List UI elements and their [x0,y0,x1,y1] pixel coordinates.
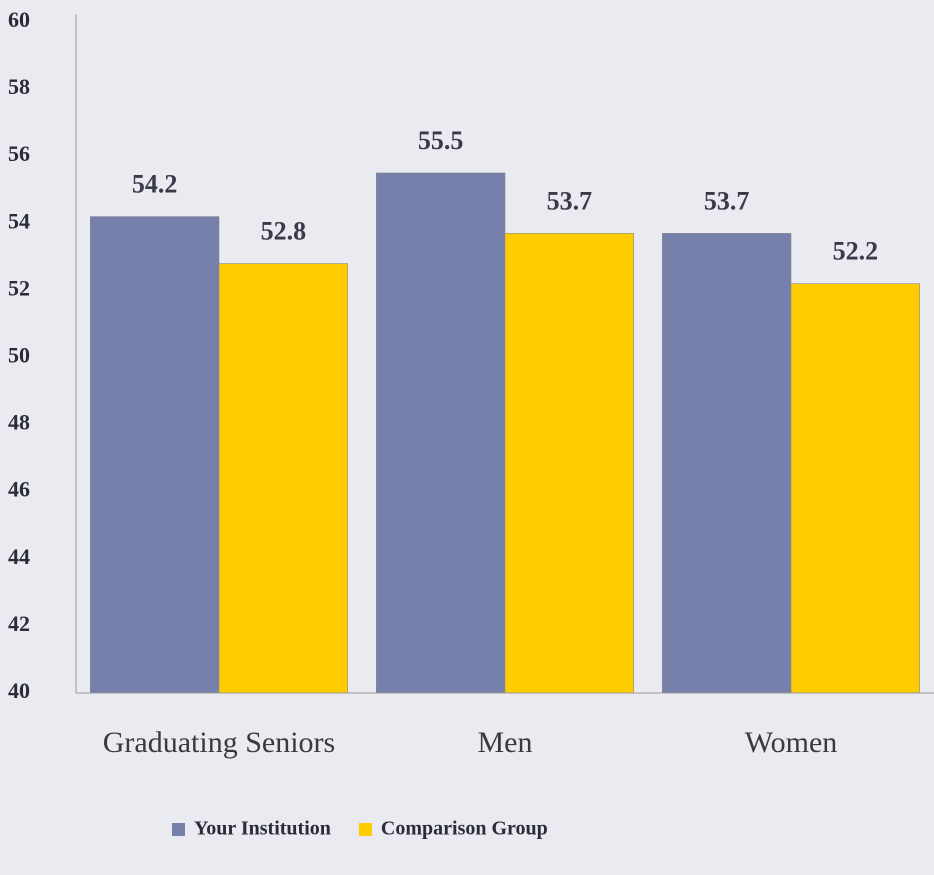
bar [218,263,348,694]
legend-swatch [358,823,372,836]
y-tick-label: 52 [8,275,30,300]
data-label: 54.2 [132,170,178,199]
x-tick-label: Graduating Seniors [103,726,335,759]
data-label: 55.5 [418,126,464,155]
y-tick-label: 60 [8,7,30,32]
x-tick-label: Women [745,726,838,759]
data-label: 52.8 [261,217,307,246]
y-tick-label: 46 [8,477,30,502]
data-label: 52.2 [833,237,879,266]
bar [790,283,920,694]
y-tick-label: 54 [8,208,30,233]
y-tick-label: 42 [8,611,30,636]
y-tick-label: 50 [8,343,30,368]
legend-label: Your Institution [194,818,331,840]
y-tick-label: 40 [8,678,30,703]
bar [504,233,634,694]
legend-label: Comparison Group [381,818,548,840]
legend-swatch [172,823,185,836]
y-tick-label: 56 [8,141,30,166]
bar [375,172,506,694]
x-tick-label: Men [478,726,533,759]
y-tick-label: 48 [8,410,30,435]
bar [661,233,792,694]
y-tick-label: 44 [8,544,30,569]
data-label: 53.7 [547,186,593,215]
data-label: 53.7 [704,186,750,215]
y-tick-label: 58 [8,74,30,99]
bar [90,216,220,694]
